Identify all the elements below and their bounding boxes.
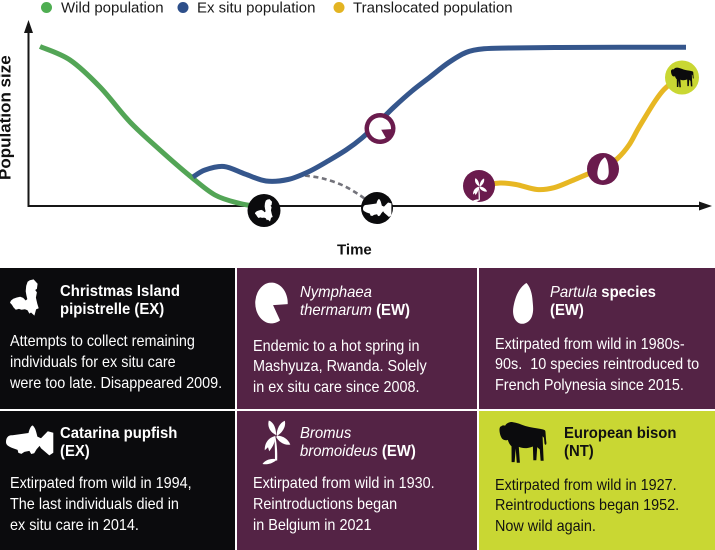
svg-text:Population size: Population size bbox=[0, 55, 15, 180]
svg-text:Wild population: Wild population bbox=[61, 0, 164, 17]
svg-text:Time: Time bbox=[337, 242, 372, 259]
svg-text:Translocated population: Translocated population bbox=[353, 0, 513, 17]
svg-text:Ex situ population: Ex situ population bbox=[197, 0, 315, 17]
